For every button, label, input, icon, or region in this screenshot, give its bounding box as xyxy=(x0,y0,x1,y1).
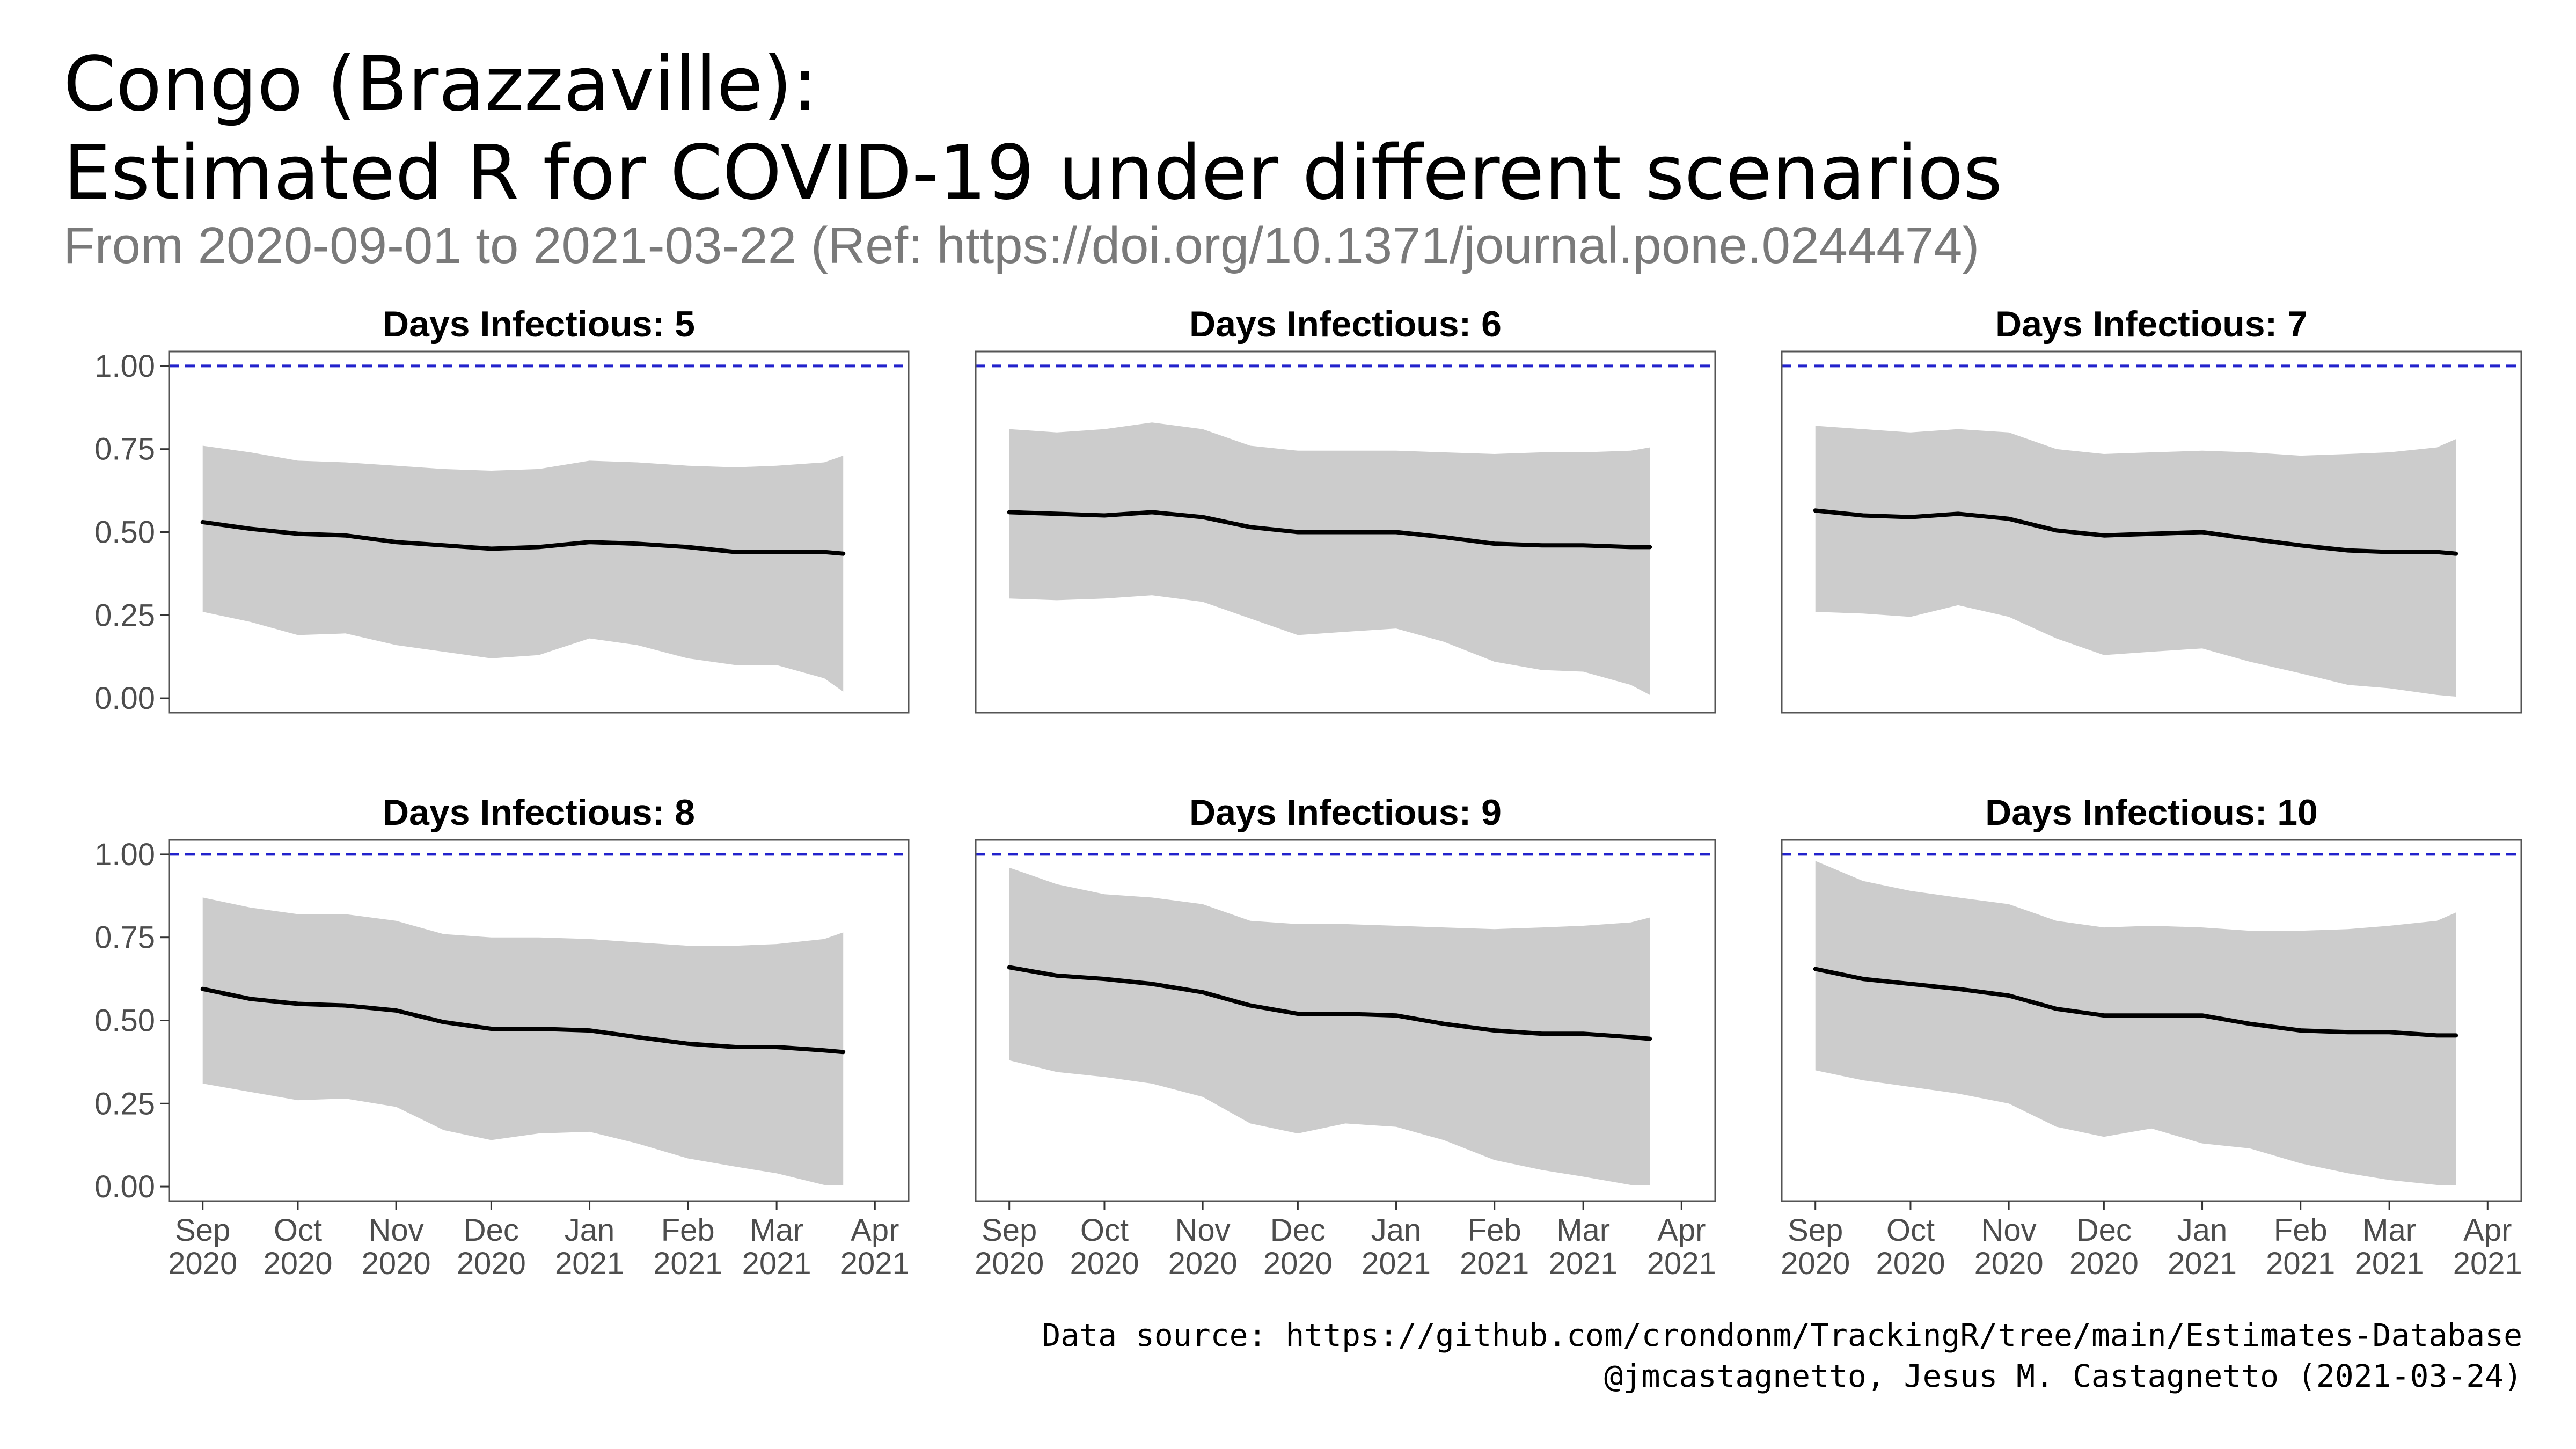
confidence-ribbon xyxy=(1815,426,2456,697)
x-tick-label-month: Dec xyxy=(2076,1213,2132,1248)
panel-border xyxy=(975,839,1716,1202)
confidence-ribbon xyxy=(202,445,844,692)
panel-border xyxy=(1781,350,2522,714)
y-tick-label: 0.25 xyxy=(94,1086,155,1121)
x-tick-label-year: 2021 xyxy=(840,1246,910,1281)
caption-author: @jmcastagnetto, Jesus M. Castagnetto (20… xyxy=(1604,1358,2522,1394)
x-tick-label-month: Oct xyxy=(274,1213,322,1248)
y-tick-label: 0.00 xyxy=(94,1169,155,1204)
y-tick-label: 0.75 xyxy=(94,920,155,955)
panel-title: Days Infectious: 6 xyxy=(1189,304,1502,345)
x-tick-label-year: 2020 xyxy=(362,1246,431,1281)
chart-subtitle: From 2020-09-01 to 2021-03-22 (Ref: http… xyxy=(63,217,1979,274)
x-tick-label-month: Dec xyxy=(1270,1213,1326,1248)
x-tick-label-year: 2020 xyxy=(2069,1246,2139,1281)
r-estimate-line xyxy=(200,519,846,556)
confidence-ribbon xyxy=(1009,867,1650,1185)
y-tick-label: 0.75 xyxy=(94,432,155,467)
panel-title: Days Infectious: 9 xyxy=(1189,792,1502,833)
x-tick-label-year: 2020 xyxy=(1781,1246,1850,1281)
y-tick-label: 0.50 xyxy=(94,1004,155,1038)
x-tick-label-year: 2020 xyxy=(263,1246,332,1281)
facet-panel: Days Infectious: 9Sep2020Oct2020Nov2020D… xyxy=(975,792,1716,1281)
facet-panel: Days Infectious: 7 xyxy=(1781,304,2522,714)
x-tick-label-year: 2021 xyxy=(1647,1246,1716,1281)
r-estimate-line xyxy=(200,986,846,1055)
x-tick-label-month: Mar xyxy=(2362,1213,2416,1248)
panel-title: Days Infectious: 8 xyxy=(383,792,695,833)
x-tick-label-year: 2020 xyxy=(1876,1246,1945,1281)
r-estimate-line xyxy=(1813,508,2458,556)
x-tick-label-month: Jan xyxy=(2177,1213,2228,1248)
x-tick-label-year: 2020 xyxy=(1168,1246,1238,1281)
x-tick-label-month: Feb xyxy=(661,1213,715,1248)
panel-title: Days Infectious: 10 xyxy=(1985,792,2318,833)
x-tick-label-month: Sep xyxy=(175,1213,230,1248)
x-tick-label-month: Oct xyxy=(1080,1213,1129,1248)
x-tick-label-month: Mar xyxy=(1556,1213,1610,1248)
x-tick-label-month: Apr xyxy=(851,1213,899,1248)
x-tick-label-year: 2021 xyxy=(742,1246,811,1281)
x-tick-label-year: 2020 xyxy=(1263,1246,1333,1281)
x-tick-label-month: Nov xyxy=(369,1213,424,1248)
confidence-ribbon xyxy=(1009,422,1650,695)
x-tick-label-month: Jan xyxy=(565,1213,615,1248)
confidence-ribbon xyxy=(1815,861,2456,1185)
facet-panel: Days Infectious: 6 xyxy=(975,304,1716,714)
r-estimate-line xyxy=(1813,967,2458,1038)
facet-panel: Days Infectious: 10Sep2020Oct2020Nov2020… xyxy=(1781,792,2522,1281)
chart-title-line2: Estimated R for COVID-19 under different… xyxy=(63,129,2002,217)
confidence-ribbon xyxy=(202,897,844,1185)
panel-title: Days Infectious: 5 xyxy=(383,304,695,345)
x-tick-label-month: Sep xyxy=(982,1213,1037,1248)
x-tick-label-year: 2021 xyxy=(1460,1246,1529,1281)
x-tick-label-year: 2021 xyxy=(2168,1246,2237,1281)
x-tick-label-year: 2021 xyxy=(555,1246,624,1281)
x-tick-label-month: Feb xyxy=(1468,1213,1521,1248)
facet-panel: Days Infectious: 8 0.00 0.25 0.50 0.75 1.00 Se… xyxy=(94,792,910,1281)
x-tick-label-month: Sep xyxy=(1788,1213,1843,1248)
x-tick-label-month: Nov xyxy=(1175,1213,1231,1248)
y-tick-label: 0.00 xyxy=(94,681,155,716)
x-tick-label-year: 2021 xyxy=(2266,1246,2335,1281)
x-tick-label-year: 2020 xyxy=(1070,1246,1139,1281)
y-tick-label: 0.50 xyxy=(94,515,155,550)
x-tick-label-year: 2021 xyxy=(1362,1246,1431,1281)
x-tick-label-month: Dec xyxy=(464,1213,519,1248)
r-estimate-line xyxy=(1007,965,1652,1041)
chart-title-line1: Congo (Brazzaville): xyxy=(63,41,817,128)
x-tick-label-month: Nov xyxy=(1981,1213,2037,1248)
x-tick-label-month: Apr xyxy=(2463,1213,2512,1248)
caption-data-source: Data source: https://github.com/crondonm… xyxy=(1042,1317,2522,1353)
x-tick-label-month: Apr xyxy=(1657,1213,1706,1248)
x-tick-label-month: Oct xyxy=(1886,1213,1935,1248)
y-tick-label: 0.25 xyxy=(94,598,155,633)
x-tick-label-year: 2020 xyxy=(1974,1246,2044,1281)
x-tick-label-year: 2020 xyxy=(457,1246,526,1281)
x-tick-label-year: 2021 xyxy=(2453,1246,2522,1281)
facet-panels: Days Infectious: 50.000.250.500.751.00Da… xyxy=(94,304,2522,1281)
r-estimate-line xyxy=(1007,510,1652,550)
y-tick-label: 1.00 xyxy=(94,837,155,872)
x-tick-label-month: Mar xyxy=(750,1213,803,1248)
y-tick-label: 1.00 xyxy=(94,349,155,384)
panel-title: Days Infectious: 7 xyxy=(1995,304,2308,345)
x-tick-label-month: Jan xyxy=(1371,1213,1422,1248)
panel-border xyxy=(1781,839,2522,1202)
x-tick-label-year: 2021 xyxy=(653,1246,722,1281)
facet-panel: Days Infectious: 5 0.00 0.25 0.50 0.75 1.00 xyxy=(94,304,910,716)
x-tick-label-month: Feb xyxy=(2274,1213,2328,1248)
panel-border xyxy=(975,350,1716,714)
x-tick-label-year: 2021 xyxy=(1549,1246,1618,1281)
x-tick-label-year: 2021 xyxy=(2355,1246,2424,1281)
x-tick-label-year: 2020 xyxy=(975,1246,1044,1281)
x-tick-label-year: 2020 xyxy=(168,1246,237,1281)
